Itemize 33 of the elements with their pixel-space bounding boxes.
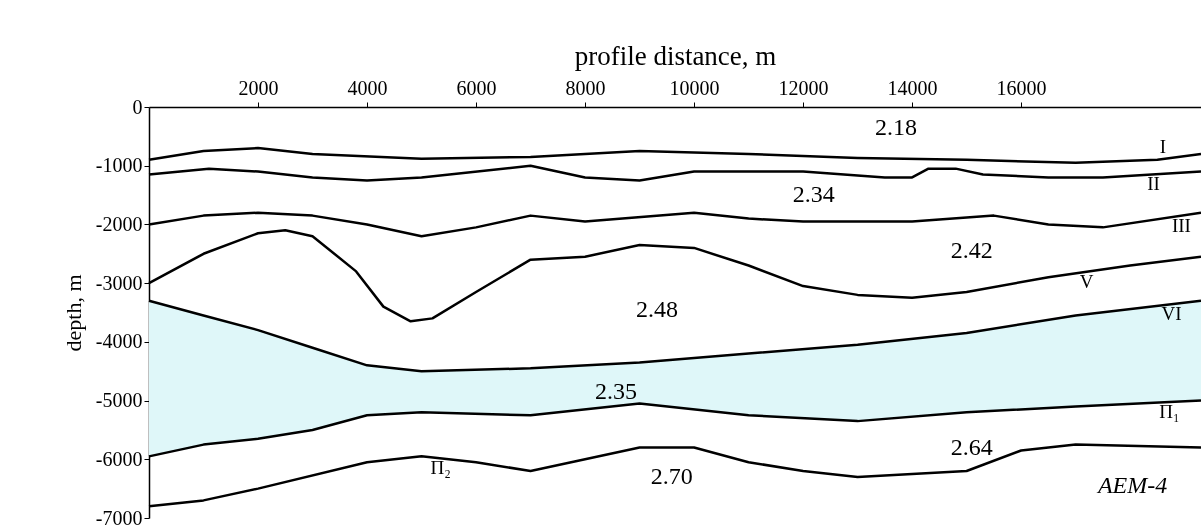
annotation: 2.64	[950, 433, 993, 460]
x-tick-label: 4000	[347, 76, 388, 99]
y-tick-label: -7000	[95, 506, 143, 528]
annotation: 2.34	[792, 180, 835, 207]
y-axis-title: depth, m	[60, 274, 86, 352]
annotation: I	[1159, 136, 1167, 158]
x-tick-label: 2000	[238, 76, 279, 99]
annotation: 2.18	[874, 113, 917, 140]
y-tick-label: -1000	[95, 154, 143, 177]
y-tick-label: -3000	[95, 271, 143, 294]
x-tick-label: 16000	[996, 76, 1047, 99]
annotation: 2.35	[595, 377, 638, 404]
x-tick-label: 10000	[669, 76, 720, 99]
x-axis-title: profile distance, m	[574, 40, 777, 71]
y-tick-label: 0	[132, 95, 143, 118]
annotation: Π₂	[430, 457, 451, 479]
x-tick-label: 12000	[778, 76, 829, 99]
annotation: VI	[1161, 303, 1182, 325]
annotation: V	[1079, 270, 1094, 292]
annotation: AEM-4	[1095, 472, 1168, 499]
x-tick-label: 8000	[565, 76, 606, 99]
y-tick-label: -4000	[95, 330, 143, 353]
y-tick-label: -6000	[95, 447, 143, 470]
annotation: II	[1147, 173, 1160, 195]
annotation: Π₁	[1159, 401, 1180, 423]
x-tick-label: 14000	[887, 76, 938, 99]
y-tick-label: -5000	[95, 389, 143, 412]
annotation: 2.48	[636, 295, 679, 322]
annotation: III	[1171, 214, 1191, 236]
annotation: 2.70	[650, 462, 693, 489]
annotation: 2.42	[950, 236, 993, 263]
x-tick-label: 6000	[456, 76, 497, 99]
y-tick-label: -2000	[95, 212, 143, 235]
